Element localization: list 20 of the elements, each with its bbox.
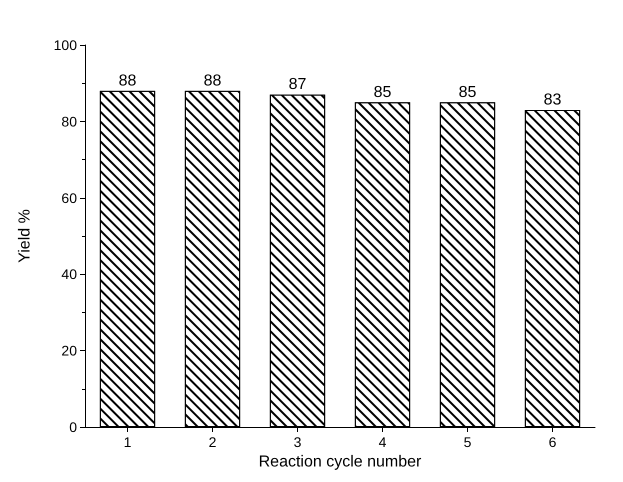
x-tick-label: 2 <box>208 434 217 450</box>
x-tick-label: 1 <box>124 434 132 450</box>
x-tick-label: 5 <box>464 434 472 450</box>
y-tick-label: 100 <box>54 37 78 53</box>
x-tick-label: 4 <box>378 434 387 450</box>
data-label: 83 <box>544 91 562 108</box>
data-label: 87 <box>288 76 306 94</box>
y-tick-label: 60 <box>61 190 78 206</box>
y-tick-label: 80 <box>61 113 78 130</box>
x-tick-label: 6 <box>548 434 557 450</box>
y-tick-label: 40 <box>61 266 78 282</box>
data-label: 85 <box>458 84 476 101</box>
data-label: 88 <box>118 72 136 90</box>
y-tick-label: 0 <box>69 419 78 435</box>
y-tick-label: 20 <box>61 342 78 359</box>
data-label: 88 <box>204 72 222 90</box>
x-axis-title: Reaction cycle number <box>258 454 422 470</box>
x-tick-label: 3 <box>294 434 302 450</box>
y-axis-title: Yield % <box>16 209 34 263</box>
data-label: 85 <box>374 84 392 101</box>
